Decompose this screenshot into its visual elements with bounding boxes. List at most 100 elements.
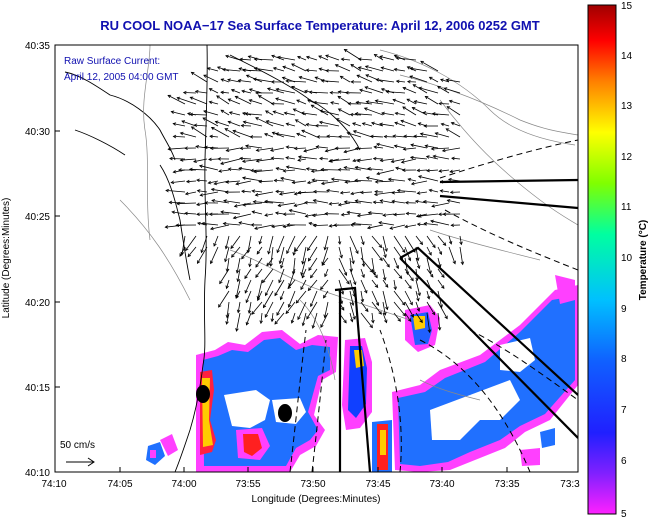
current-vector [286,166,307,171]
current-vector [228,98,241,105]
current-vector-head [209,226,214,231]
current-vector [446,79,461,83]
current-vector-head [441,274,445,278]
current-vector [374,54,384,61]
current-vector-head [236,309,241,314]
current-vector-head [196,202,200,207]
current-vector-head [373,192,378,197]
current-vector [366,101,384,105]
current-vector [185,235,197,251]
current-vector-head [365,74,370,78]
current-vector [288,290,296,308]
current-vector-head [354,146,359,151]
current-vector-head [303,149,308,153]
current-vector-head [220,78,225,82]
current-vector-head [227,120,232,125]
current-vector-head [415,214,420,218]
current-vector-head [329,158,334,163]
current-vector [392,200,406,204]
current-vector [275,190,285,193]
y-tick-label: 40:25 [25,212,50,223]
current-vector-head [432,154,437,159]
current-vector [257,279,263,299]
current-vector-head [293,191,298,196]
current-vector [286,146,296,149]
current-vector [417,191,428,194]
current-vector [437,257,441,268]
current-vector-head [341,306,345,311]
current-vector [426,268,434,278]
current-vector [371,268,378,278]
current-vector [260,312,263,324]
current-vector-head [282,224,287,229]
current-vector [316,146,329,149]
current-vector [190,96,208,105]
current-vector-head [337,90,342,94]
current-vector-head [297,55,301,60]
current-vector-head [220,161,224,165]
current-vector-head [400,160,405,164]
current-vector-head [275,97,279,101]
current-vector [253,201,274,204]
current-vector-head [394,121,399,125]
current-vector-head [437,85,441,90]
current-vector [254,58,274,61]
current-vector [258,95,274,105]
current-vector [254,224,274,230]
current-vector [241,125,252,127]
current-vector-head [170,180,175,185]
current-vector-head [241,255,245,260]
current-vector [382,290,388,310]
current-vector [360,312,373,328]
current-vector [201,235,208,253]
current-vector-head [378,221,382,225]
current-vector [276,167,285,171]
current-vector [275,212,285,215]
current-vector [375,180,395,183]
current-vector-head [234,95,239,100]
current-vector [224,128,241,138]
current-vector [338,279,344,295]
current-vector-head [391,199,396,204]
current-vector-head [323,294,327,299]
current-vector [280,257,285,269]
current-vector [186,180,197,183]
current-vector [404,312,412,322]
current-vector [382,257,390,268]
current-vector-head [292,108,297,112]
current-vector [330,158,351,162]
current-vector-head [416,168,421,173]
current-vector-head [422,200,427,204]
current-vector-head [171,210,176,215]
current-vector-head [275,132,279,136]
current-vector [244,279,252,294]
current-vector [225,235,230,249]
current-vector [208,158,219,160]
current-vector [371,279,379,288]
colorbar-tick: 15 [621,1,633,12]
current-vector-head [167,94,172,99]
current-vector-head [376,142,380,147]
current-vector [190,114,208,116]
current-vector-head [334,64,339,68]
current-vector [374,191,395,195]
current-vector [350,64,362,72]
current-vector-head [426,168,430,173]
current-vector-head [361,122,366,126]
current-vector-head [430,147,435,151]
current-vector-head [258,240,262,245]
current-vector [176,202,197,205]
current-vector [366,177,384,182]
current-vector-head [232,129,237,134]
current-vector [349,301,356,320]
current-vector-head [374,274,378,279]
current-vector [291,312,296,324]
current-vector-head [406,98,411,102]
current-vector-head [181,120,186,124]
current-vector [318,55,329,61]
current-vector-head [285,79,289,83]
annotation-line1: Raw Surface Current: [64,56,160,67]
current-vector [298,191,318,194]
current-vector [357,158,373,162]
current-vector [271,55,285,61]
